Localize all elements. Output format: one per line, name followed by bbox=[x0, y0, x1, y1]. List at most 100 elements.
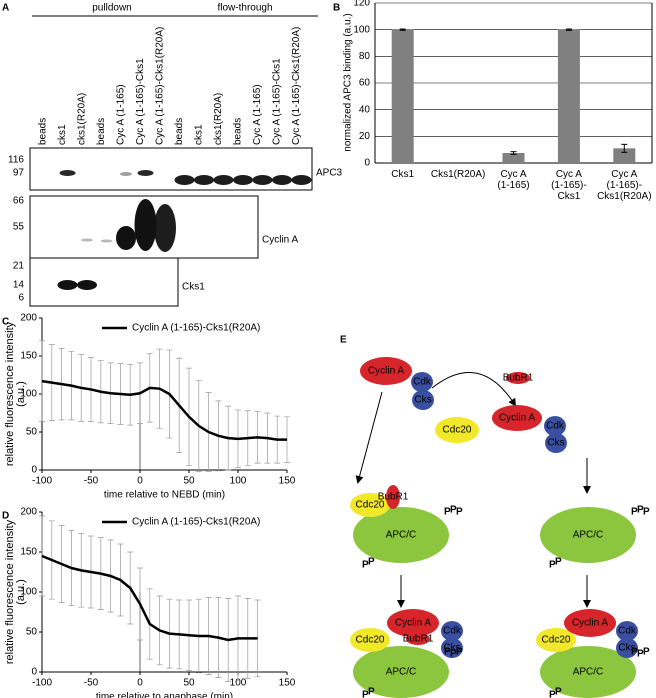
lane-label: Cyc A (1-165)-Cks1(R20A) bbox=[291, 27, 302, 145]
band bbox=[272, 175, 292, 185]
y-tick-label: 150 bbox=[20, 547, 37, 558]
lane-label: cks1 bbox=[57, 124, 68, 145]
x-tick-label: 50 bbox=[183, 476, 195, 487]
error-bar bbox=[565, 28, 572, 31]
error-bar bbox=[399, 28, 406, 31]
y-tick-label: 100 bbox=[353, 24, 370, 35]
phospho-label: P bbox=[643, 647, 650, 658]
node-label: BubR1 bbox=[403, 634, 434, 645]
phospho-label: P bbox=[549, 690, 556, 698]
band bbox=[233, 175, 253, 185]
y-tick-label: 0 bbox=[31, 465, 37, 476]
series-line bbox=[41, 379, 287, 441]
panel-letter: C bbox=[2, 317, 9, 328]
y-tick-label: 200 bbox=[20, 507, 37, 518]
phospho-label: P bbox=[456, 507, 463, 518]
node-label: Cks bbox=[618, 643, 635, 654]
diagram-node bbox=[350, 493, 390, 517]
diagram-node bbox=[616, 621, 638, 641]
y-tick-label: 100 bbox=[20, 587, 37, 598]
lane-label: beads bbox=[96, 118, 107, 145]
x-tick-label: -50 bbox=[84, 678, 99, 689]
diagram-node bbox=[506, 372, 530, 384]
x-tick-label: Cks1 bbox=[391, 169, 415, 180]
bar bbox=[613, 148, 636, 163]
band bbox=[194, 175, 214, 185]
x-tick-label: Cks1(R20A) bbox=[430, 169, 486, 180]
node-label: Cdk bbox=[413, 377, 432, 388]
band bbox=[57, 280, 78, 290]
series-line bbox=[41, 554, 258, 642]
node-label: Cdk bbox=[546, 421, 565, 432]
lane-label: Cyc A (1-165)-Cks1 bbox=[135, 58, 146, 145]
diagram-node bbox=[406, 633, 430, 645]
node-label: Cks bbox=[443, 643, 460, 654]
band bbox=[59, 170, 76, 176]
y-tick-label: 120 bbox=[353, 0, 370, 9]
panel-letter: E bbox=[340, 335, 347, 346]
lane-label: Cyc A (1-165)-Cks1 bbox=[272, 58, 283, 145]
diagram-node bbox=[353, 646, 449, 698]
node-label: Cyclin A bbox=[368, 366, 404, 377]
x-tick-label: Cyc A (1-165)- Cks1(R20A) bbox=[597, 169, 652, 202]
x-tick-label: -100 bbox=[32, 678, 52, 689]
phospho-label: P bbox=[549, 560, 556, 571]
diagram-node bbox=[441, 638, 463, 658]
diagram-node bbox=[492, 405, 542, 431]
arrow bbox=[431, 372, 517, 407]
diagram-node bbox=[350, 628, 390, 652]
lane-label: cks1(R20A) bbox=[213, 93, 224, 145]
band bbox=[174, 175, 195, 185]
bar bbox=[391, 29, 414, 163]
x-tick-label: 150 bbox=[279, 476, 296, 487]
diagram-node bbox=[545, 433, 567, 453]
phospho-label: P bbox=[362, 560, 369, 571]
node-label: Cdk bbox=[443, 626, 462, 637]
phospho-label: P bbox=[368, 557, 375, 568]
phospho-label: P bbox=[450, 649, 457, 660]
band bbox=[81, 238, 93, 242]
diagram-node bbox=[360, 357, 412, 385]
y-tick-label: 80 bbox=[359, 51, 371, 62]
band bbox=[120, 172, 132, 176]
diagram-node bbox=[441, 621, 463, 641]
lane-label: cks1(R20A) bbox=[77, 93, 88, 145]
phospho-label: P bbox=[362, 690, 369, 698]
diagram-node bbox=[564, 609, 616, 637]
legend-label: Cyclin A (1-165)-Cks1(R20A) bbox=[132, 517, 260, 528]
node-label: Cdc20 bbox=[443, 425, 472, 436]
marker-label: 55 bbox=[13, 222, 25, 233]
x-tick-label: Cyc A (1-165) bbox=[497, 169, 530, 191]
node-label: APC/C bbox=[573, 530, 604, 541]
marker-label: 97 bbox=[13, 168, 25, 179]
y-axis-label: normalized APC3 binding (a.u.) bbox=[342, 13, 354, 152]
band bbox=[252, 175, 273, 185]
panel-letter: D bbox=[2, 511, 9, 522]
group-label: flow-through bbox=[217, 3, 272, 14]
y-tick-label: 0 bbox=[364, 158, 370, 169]
panel-letter: B bbox=[333, 3, 340, 14]
phospho-label: P bbox=[456, 647, 463, 658]
diagram-node bbox=[540, 507, 636, 563]
y-axis-label: relative fluorescence intensity (a.u.) bbox=[4, 519, 27, 665]
x-tick-label: Cyc A (1-165)- Cks1 bbox=[551, 169, 587, 202]
error-bar bbox=[621, 143, 628, 153]
node-label: Cyclin A bbox=[499, 413, 535, 424]
band bbox=[213, 175, 234, 185]
bar bbox=[557, 29, 580, 163]
lane-label: beads bbox=[233, 118, 244, 145]
phospho-label: P bbox=[450, 505, 457, 516]
phospho-label: P bbox=[637, 649, 644, 660]
node-label: Cks bbox=[547, 438, 564, 449]
arrow bbox=[355, 391, 383, 484]
node-label: APC/C bbox=[573, 667, 604, 678]
y-tick-label: 40 bbox=[359, 104, 371, 115]
x-tick-label: 0 bbox=[137, 476, 143, 487]
diagram-node bbox=[616, 638, 638, 658]
band bbox=[77, 280, 97, 290]
phospho-label: P bbox=[637, 505, 644, 516]
panel-letter: A bbox=[2, 3, 9, 14]
x-axis-label: time relative to NEBD (min) bbox=[104, 490, 225, 501]
diagram-node bbox=[435, 417, 479, 443]
